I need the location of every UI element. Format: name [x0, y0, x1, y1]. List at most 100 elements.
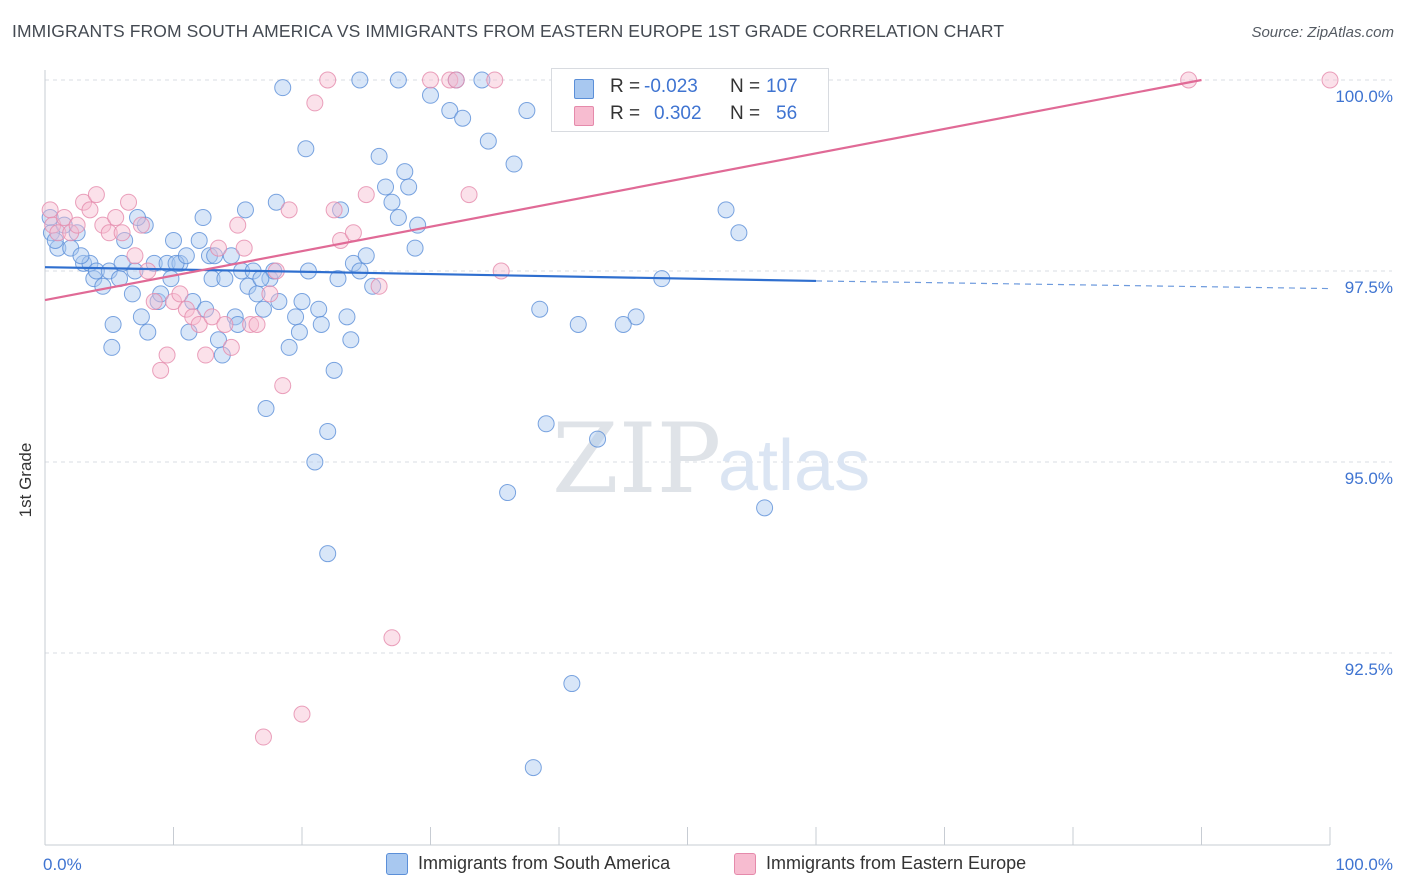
legend-swatch-pink — [734, 853, 756, 875]
data-point-blue — [72, 247, 90, 265]
data-point-blue — [257, 400, 275, 418]
data-point-pink — [216, 315, 234, 333]
y-axis-title: 1st Grade — [6, 420, 50, 540]
data-point-pink — [171, 285, 189, 303]
data-point-blue — [422, 86, 439, 104]
tick-label-layer: 100.0% 97.5% 95.0% 92.5% 0.0% 100.0% — [43, 87, 1393, 874]
data-point-pink — [113, 224, 131, 242]
data-point-blue — [129, 209, 147, 227]
data-point-blue — [756, 499, 774, 517]
data-point-blue — [357, 247, 375, 265]
data-point-blue — [190, 231, 208, 249]
y-tick-label: 95.0% — [1345, 469, 1393, 488]
trend-line-blue — [44, 266, 817, 283]
legend-label: Immigrants from South America — [418, 853, 671, 873]
data-point-pink — [235, 239, 253, 257]
stat-n-label: N = — [730, 76, 761, 97]
stat-r-value: 0.302 — [654, 103, 702, 124]
data-point-pink — [100, 224, 118, 242]
data-point-blue — [104, 315, 122, 333]
data-point-blue — [473, 71, 491, 89]
stat-r-value: -0.023 — [644, 76, 698, 97]
data-point-blue — [162, 270, 180, 288]
data-point-blue — [206, 247, 224, 265]
data-point-blue — [280, 338, 298, 356]
data-point-blue — [338, 308, 356, 326]
watermark-atlas: atlas — [718, 426, 870, 506]
data-point-blue — [312, 315, 330, 333]
data-point-pink — [280, 201, 298, 219]
watermark: ZIP atlas — [552, 403, 870, 515]
data-point-blue — [319, 422, 337, 440]
data-point-pink — [132, 216, 150, 234]
data-point-blue — [236, 201, 254, 219]
data-point-pink — [209, 239, 227, 257]
source-credit: Source: ZipAtlas.com — [1251, 24, 1394, 41]
data-point-blue — [254, 300, 272, 318]
data-point-blue — [325, 361, 343, 379]
data-point-pink — [107, 209, 125, 227]
data-point-pink — [158, 346, 176, 364]
data-point-pink — [145, 293, 163, 311]
data-point-pink — [49, 224, 67, 242]
data-point-blue — [479, 132, 497, 150]
data-point-blue — [103, 338, 121, 356]
data-point-pink — [222, 338, 240, 356]
data-point-blue — [364, 277, 382, 295]
data-point-blue — [396, 163, 414, 181]
chart-title: IMMIGRANTS FROM SOUTH AMERICA VS IMMIGRA… — [12, 21, 1005, 41]
data-point-pink — [87, 186, 105, 204]
data-point-pink — [447, 71, 465, 89]
data-point-pink — [197, 346, 215, 364]
data-point-blue — [537, 415, 555, 433]
data-point-blue — [406, 239, 424, 257]
watermark-zip: ZIP — [552, 403, 721, 515]
data-point-blue — [329, 270, 347, 288]
data-point-pink — [68, 216, 86, 234]
data-point-pink — [357, 186, 375, 204]
data-point-blue — [627, 308, 645, 326]
data-point-pink — [139, 262, 157, 280]
data-point-pink — [55, 209, 73, 227]
data-point-blue — [505, 155, 523, 173]
data-point-pink — [203, 308, 221, 326]
data-point-blue — [267, 193, 285, 211]
data-point-blue — [351, 71, 369, 89]
data-point-blue — [123, 285, 141, 303]
data-point-blue — [454, 109, 472, 127]
data-point-blue — [531, 300, 549, 318]
y-tick-label: 92.5% — [1345, 660, 1393, 679]
y-axis-title-text: 1st Grade — [16, 442, 35, 518]
data-point-pink — [1180, 71, 1198, 89]
stat-r-label: R = — [610, 103, 641, 124]
data-point-blue — [342, 331, 360, 349]
data-point-blue — [229, 315, 247, 333]
data-point-pink — [120, 193, 138, 211]
data-point-pink — [152, 361, 170, 379]
stat-n-value: 107 — [766, 76, 798, 97]
data-point-pink — [492, 262, 510, 280]
legend-swatch-blue — [386, 853, 408, 875]
data-point-blue — [94, 277, 112, 295]
y-tick-label: 97.5% — [1345, 278, 1393, 297]
data-point-blue — [332, 201, 350, 219]
data-point-pink — [306, 94, 324, 112]
data-point-blue — [351, 262, 369, 280]
data-point-blue — [614, 315, 632, 333]
data-point-pink — [460, 186, 478, 204]
data-point-pink — [126, 247, 144, 265]
data-point-pink — [344, 224, 362, 242]
stat-r-label: R = — [610, 76, 641, 97]
data-point-blue — [177, 247, 195, 265]
data-point-pink — [422, 71, 439, 89]
data-point-blue — [310, 300, 328, 318]
data-point-pink — [254, 728, 272, 746]
data-point-pink — [274, 377, 292, 395]
data-point-pink — [441, 71, 459, 89]
data-point-pink — [370, 277, 388, 295]
data-point-blue — [132, 308, 150, 326]
data-point-blue — [126, 262, 144, 280]
data-point-pink — [383, 629, 401, 647]
data-point-pink — [325, 201, 343, 219]
